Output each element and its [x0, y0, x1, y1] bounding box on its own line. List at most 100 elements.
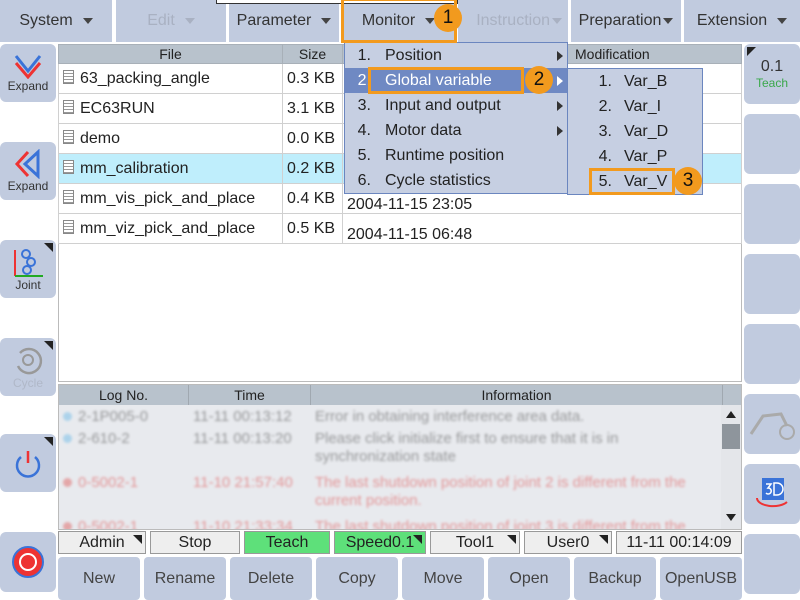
speed-value: 0.1 — [760, 58, 784, 75]
submenu-item-var-i[interactable]: 2. Var_I — [568, 94, 702, 119]
log-row[interactable]: 2-1P005-0 11-11 00:13:12 Error in obtainin… — [59, 405, 741, 427]
log-table: Log No. Time Information 2-1P005-0 11-11 … — [58, 384, 742, 530]
status-user[interactable]: Admin — [58, 531, 146, 554]
monitor-menu-item-motor-data[interactable]: 4. Motor data — [345, 118, 567, 143]
menu-label: Monitor — [361, 12, 416, 29]
log-info: The last shutdown position of joint 3 is… — [315, 518, 686, 530]
corner-indicator — [599, 535, 608, 544]
status-tool[interactable]: Tool1 — [430, 531, 520, 554]
monitor-menu-item-runtime-position[interactable]: 5. Runtime position — [345, 143, 567, 168]
file-name-cell[interactable]: mm_viz_pick_and_place — [58, 213, 283, 244]
status-text: Stop — [178, 533, 212, 551]
expand-down-button[interactable]: Expand — [0, 44, 56, 102]
file-name-cell[interactable]: demo — [58, 123, 283, 154]
file-name: mm_viz_pick_and_place — [80, 219, 256, 237]
column-time: Time — [189, 385, 311, 405]
joint-button[interactable]: Joint — [0, 240, 56, 298]
menu-item-label: Input and output — [385, 96, 501, 114]
chevron-down-icon — [321, 18, 332, 24]
submenu-item-var-d[interactable]: 3. Var_D — [568, 119, 702, 144]
delete-button[interactable]: Delete — [230, 557, 312, 600]
file-name: 63_packing_angle — [80, 69, 210, 87]
menu-edit[interactable]: Edit — [116, 0, 226, 42]
column-log-no: Log No. — [59, 385, 189, 405]
ini-button[interactable] — [0, 532, 56, 592]
file-name-cell[interactable]: mm_calibration — [58, 153, 283, 184]
3d-view-button[interactable] — [744, 464, 800, 524]
file-row[interactable]: mm_viz_pick_and_place 0.5 KB 2004-11-15 06… — [58, 213, 742, 244]
right-button-4[interactable] — [744, 254, 800, 314]
speed-teach-button[interactable]: 0.1 Teach — [744, 44, 800, 104]
file-name: mm_vis_pick_and_place — [80, 189, 256, 207]
cycle-button[interactable]: Cycle — [0, 338, 56, 396]
chevron-down-icon — [663, 18, 674, 24]
power-button[interactable] — [0, 434, 56, 492]
expand-left-button[interactable]: Expand — [0, 142, 56, 200]
status-user-frame[interactable]: User0 — [524, 531, 612, 554]
file-size: 0.2 KB — [282, 153, 343, 184]
menu-extension[interactable]: Extension — [684, 0, 800, 42]
submenu-item-var-p[interactable]: 4. Var_P — [568, 144, 702, 169]
file-icon — [63, 189, 74, 204]
menu-label: Extension — [696, 12, 768, 29]
expand-label: Expand — [7, 179, 49, 193]
log-scrollbar[interactable] — [721, 405, 741, 529]
menu-item-number: 5. — [598, 172, 612, 190]
scroll-thumb[interactable] — [722, 424, 740, 449]
menu-item-label: Motor data — [385, 121, 462, 139]
file-icon — [63, 129, 74, 144]
menu-parameter[interactable]: Parameter — [229, 0, 339, 42]
status-text: Teach — [265, 533, 309, 551]
menu-item-number: 2. — [357, 71, 371, 89]
file-size: 3.1 KB — [282, 93, 343, 124]
move-button[interactable]: Move — [402, 557, 484, 600]
open-button[interactable]: Open — [488, 557, 570, 600]
copy-button[interactable]: Copy — [316, 557, 398, 600]
column-file[interactable]: File — [58, 44, 283, 64]
log-time: 11-10 21:33:34 — [193, 518, 293, 530]
scroll-down-icon[interactable] — [726, 514, 736, 521]
speed-mode: Teach — [755, 76, 789, 90]
log-row[interactable]: 0-5002-1 11-10 21:33:34 The last shutdown … — [59, 515, 741, 530]
log-no: 2-610-2 — [78, 430, 130, 447]
backup-button[interactable]: Backup — [574, 557, 656, 600]
new-button[interactable]: New — [58, 557, 140, 600]
file-name-cell[interactable]: 63_packing_angle — [58, 63, 283, 94]
submenu-item-var-b[interactable]: 1. Var_B — [568, 69, 702, 94]
rename-button[interactable]: Rename — [144, 557, 226, 600]
annotation-box-var-v — [589, 168, 675, 195]
menu-item-number: 3. — [598, 122, 612, 140]
robot-hand-button[interactable] — [744, 394, 800, 454]
monitor-menu-item-input-and-output[interactable]: 3. Input and output — [345, 93, 567, 118]
corner-indicator — [413, 535, 422, 544]
status-speed[interactable]: Speed0.1 — [334, 531, 426, 554]
submenu-item-var-v[interactable]: 5. Var_V — [568, 169, 702, 194]
file-name-cell[interactable]: EC63RUN — [58, 93, 283, 124]
right-button-2[interactable] — [744, 114, 800, 174]
status-text: User0 — [546, 533, 590, 551]
log-row[interactable]: 2-610-2 11-11 00:13:20 Please click initia… — [59, 427, 741, 471]
right-button-8[interactable] — [744, 534, 800, 594]
menu-item-label: Var_I — [624, 97, 662, 115]
status-mode[interactable]: Teach — [244, 531, 330, 554]
file-name-cell[interactable]: mm_vis_pick_and_place — [58, 183, 283, 214]
monitor-menu-item-position[interactable]: 1. Position — [345, 43, 567, 68]
right-button-5[interactable] — [744, 324, 800, 384]
log-row[interactable]: 0-5002-1 11-10 21:57:40 The last shutdown … — [59, 471, 741, 515]
file-table-empty-area — [58, 244, 742, 382]
right-button-3[interactable] — [744, 184, 800, 244]
menu-system[interactable]: System — [0, 0, 112, 42]
file-size: 0.3 KB — [282, 63, 343, 94]
menu-item-label: Var_P — [624, 147, 668, 165]
menu-instruction[interactable]: Instruction — [458, 0, 568, 42]
openusb-button[interactable]: OpenUSB — [660, 557, 742, 600]
log-level-icon — [63, 412, 72, 421]
column-size[interactable]: Size — [282, 44, 343, 64]
scroll-up-icon[interactable] — [726, 411, 736, 418]
monitor-menu-item-cycle-statistics[interactable]: 6. Cycle statistics — [345, 168, 567, 193]
menu-preparation[interactable]: Preparation — [571, 0, 681, 42]
log-no: 2-1P005-0 — [78, 408, 149, 425]
file-icon — [63, 159, 74, 174]
corner-indicator — [44, 437, 53, 446]
log-info: Please click initialize first to ensure … — [315, 430, 619, 465]
